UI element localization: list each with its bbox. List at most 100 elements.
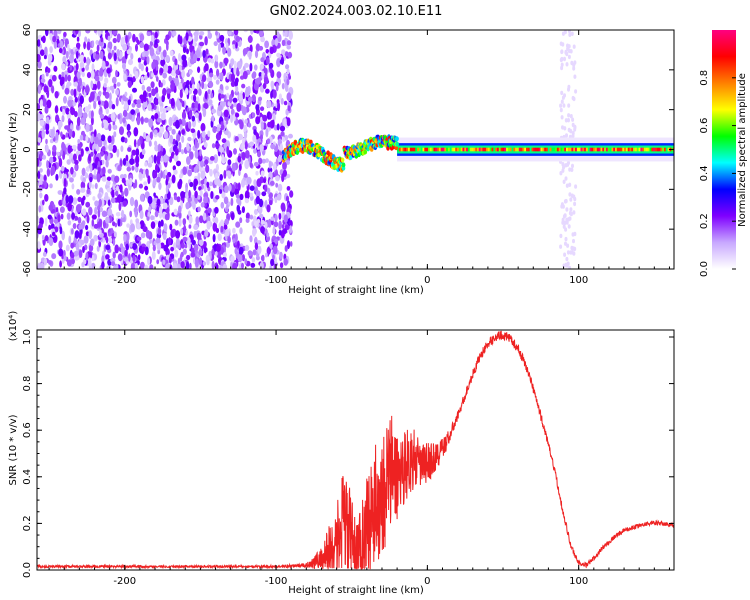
spectrogram-cell (135, 108, 140, 114)
spectrogram-cell (129, 196, 135, 207)
spectrogram-cell (167, 126, 173, 132)
spectrogram-cell (572, 66, 576, 71)
spectrogram-cell (79, 134, 84, 141)
spectrogram-cell (124, 101, 129, 111)
spectrogram-cell (160, 156, 164, 163)
spectrogram-cell (197, 172, 201, 181)
spectrogram-cell (573, 196, 577, 202)
spectrogram-cell (67, 99, 73, 108)
spectrogram-cell (81, 262, 85, 268)
spectrogram-cell (137, 260, 140, 266)
spectrogram-cell (153, 129, 158, 135)
spectrogram-cell (82, 177, 86, 183)
spectrogram-cell (418, 147, 422, 152)
spectrogram-cell (53, 30, 58, 38)
spectrogram-cell (573, 201, 577, 207)
spectrogram-cell (266, 138, 271, 145)
spectrogram-cell (567, 224, 571, 229)
spectrogram-cell (255, 104, 260, 111)
spectrogram-cell (178, 205, 182, 214)
spectrogram-cell (83, 235, 89, 244)
spectrogram-cell (259, 144, 264, 152)
spectrogram-cell (253, 209, 258, 215)
spectrogram-heatmap (37, 30, 674, 269)
spectrogram-cell (63, 95, 67, 104)
spectrogram-cell (500, 147, 503, 152)
spectrogram-cell (562, 147, 565, 152)
spectrogram-cell (158, 220, 161, 230)
spectrogram-cell (193, 178, 199, 187)
spectrogram-cell (241, 254, 245, 262)
spectrogram-cell (156, 242, 162, 251)
spectrogram-cell (273, 221, 279, 228)
spectrogram-cell (178, 64, 182, 72)
spectrogram-cell (51, 253, 57, 260)
spectrogram-cell (37, 61, 42, 69)
spectrogram-cell (289, 241, 293, 247)
spectrogram-cell (64, 74, 68, 82)
spectrogram-cell (180, 191, 185, 199)
spectrogram-cell (115, 89, 119, 96)
spectrogram-cell (78, 249, 83, 258)
spectrogram-cell (165, 34, 170, 41)
spectrogram-cell (422, 147, 425, 152)
spectrogram-cell (114, 244, 119, 254)
spectrogram-cell (137, 254, 141, 261)
spectrogram-cell (497, 147, 500, 152)
spectrogram-cell (204, 90, 208, 100)
spectrogram-cell (489, 147, 492, 152)
spectrogram-cell (191, 115, 196, 122)
spectrogram-cell (565, 133, 568, 138)
spectrogram-cell (70, 242, 75, 249)
spectrogram-cell (180, 228, 184, 236)
spectrogram-cell (71, 212, 76, 220)
spectrogram-cell (284, 134, 289, 141)
spectrogram-cell (244, 131, 248, 140)
spectrogram-cell (208, 80, 214, 89)
spectrogram-cell (141, 148, 146, 155)
spectrogram-cell (99, 67, 104, 77)
spectrogram-cell (148, 92, 152, 98)
spectrogram-cell (563, 30, 567, 35)
spectrogram-cell (205, 48, 209, 55)
spectrogram-cell (266, 57, 270, 65)
spectrogram-cell (214, 60, 219, 69)
spectrogram-cell (70, 88, 75, 96)
spectrogram-cell (206, 77, 211, 83)
spectrogram-cell (573, 74, 577, 79)
spectrogram-cell (94, 206, 98, 215)
spectrogram-cell (533, 147, 536, 152)
spectrogram-cell (112, 30, 118, 36)
spectrogram-cell (142, 90, 147, 99)
spectrogram-cell (194, 33, 199, 42)
spectrogram-cell (112, 221, 116, 227)
spectrogram-cell (54, 91, 59, 99)
spectrogram-cell (593, 147, 596, 152)
spectrogram-cell (585, 147, 589, 152)
spectrogram-cell (565, 220, 569, 225)
spectrogram-y-tick-label: 0 (22, 146, 33, 152)
spectrogram-cell (222, 263, 228, 269)
spectrogram-cell (50, 223, 55, 230)
spectrogram-cell (260, 64, 264, 70)
spectrogram-cell (175, 69, 180, 75)
spectrogram-cell (253, 179, 257, 187)
spectrogram-cell (417, 147, 420, 152)
spectrogram-cell (636, 147, 639, 152)
spectrogram-cell (437, 147, 440, 152)
spectrogram-cell (38, 205, 42, 213)
colorbar-gradient (712, 30, 736, 269)
spectrogram-cell (61, 141, 65, 151)
spectrogram-cell (59, 226, 63, 235)
spectrogram-cell (203, 185, 207, 192)
spectrogram-cell (567, 54, 571, 60)
spectrogram-cell (635, 147, 638, 152)
spectrogram-cell (67, 171, 71, 180)
spectrogram-cell (640, 147, 643, 152)
spectrogram-cell (571, 232, 575, 237)
spectrogram-cell (571, 131, 575, 136)
spectrogram-cell (276, 52, 281, 58)
spectrogram-cell (228, 183, 232, 192)
spectrogram-cell (204, 36, 208, 46)
spectrogram-cell (104, 154, 108, 161)
